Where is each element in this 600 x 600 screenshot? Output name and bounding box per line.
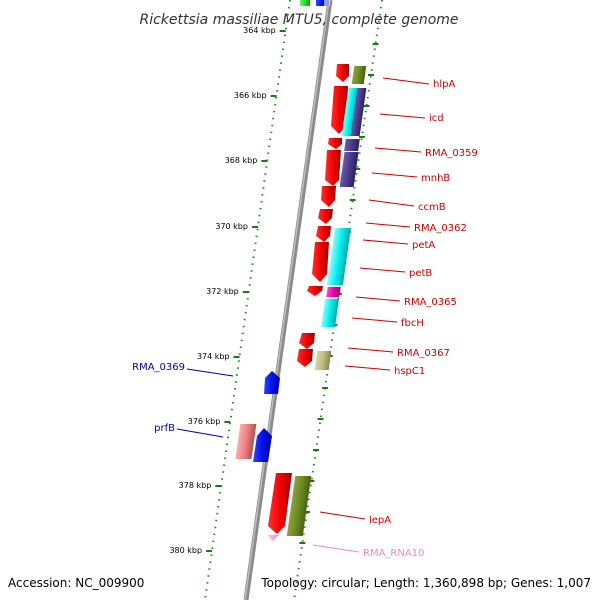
gene-label: petA [412,240,435,251]
genome-backbone [243,0,333,600]
gene-label: hlpA [433,79,455,90]
gene-label: mnhB [421,173,450,184]
gene-bar-petA-petB-cyan [326,228,351,285]
label-leader-line [344,365,391,371]
tick-label: 380 kbp [169,546,202,555]
gene-label: RMA_RNA10 [363,548,424,559]
gene-label: icd [429,113,444,124]
tick-label: 364 kbp [243,26,276,35]
gene-label: RMA_0369 [132,362,185,373]
gene-bar-icd-cyan [341,88,360,136]
tick-label: 376 kbp [188,417,221,426]
gene-arrow-RMA0362-red [318,209,333,224]
gene-arrow-RMA0359-red [328,138,342,149]
gene-bar-prfB-salmon [235,424,257,459]
gene-label: fbcH [401,318,424,329]
gene-label: hspC1 [394,366,425,377]
top-blue-feature [316,0,329,6]
gene-arrow-mnhB-red [325,150,341,186]
dotted-tracks [204,0,383,600]
tick-label: 372 kbp [206,287,239,296]
gene-bar-lepA-olive [286,476,312,536]
gene-bar-hspC1-khaki [314,351,332,370]
gene-label: RMA_0367 [397,348,450,359]
top-green-feature [300,0,310,6]
gene-arrow-lepA-red [268,473,292,534]
gene-arrow-RMA0369-blue [264,371,280,394]
label-leader-line [355,296,401,302]
label-leader-line [359,267,406,273]
label-leader-line [186,368,234,377]
tick-label: 378 kbp [179,481,212,490]
top-white-gap [324,0,330,6]
gene-label: petB [409,268,432,279]
label-leader-line [176,428,224,438]
gene-arrow-RMA0365-red [307,286,323,296]
tick-label: 366 kbp [234,91,267,100]
outer-dotted-track [293,0,383,600]
label-leader-line [312,544,360,553]
top-clipped-features [300,0,330,6]
gene-arrow-RMA0367-red [299,333,315,349]
topology-text: Topology: circular; Length: 1,360,898 bp… [260,576,591,590]
genome-backbone-highlight [244,0,330,600]
gene-label: RMA_0362 [414,223,467,234]
tick-label: 374 kbp [197,352,230,361]
gene-bar-fbcH-cyan [321,299,339,327]
label-leader-line [371,172,418,178]
gene-arrow-hspC1-red [297,349,313,367]
gene-arrow-petB-red [312,242,329,282]
label-leader-line [382,77,430,85]
gene-label: prfB [154,423,175,434]
gene-bar-mnhB-navy [339,152,359,187]
label-leader-line [351,317,398,323]
label-leader-line [365,222,411,228]
tick-label: 370 kbp [215,222,248,231]
label-leader-line [379,113,426,119]
gene-features [235,64,367,541]
gene-arrow-ccmB-red [321,186,336,207]
label-leader-line [319,511,366,520]
accession-text: Accession: NC_009900 [8,576,144,590]
gene-bar-hlpA-olive [351,66,367,84]
genome-title: Rickettsia massiliae MTU5, complete geno… [139,12,458,28]
label-leader-line [368,199,415,207]
gene-arrow-petA-red [316,226,331,242]
gene-bar-RMA0359-navy [344,139,360,151]
label-leader-line [347,347,394,353]
gene-label: RMA_0365 [404,297,457,308]
gene-bar-RMA0365-magenta [326,287,341,297]
label-leader-line [374,147,422,153]
rna-arrow-RMA-RNA10-pink [267,535,279,541]
gene-arrow-prfB-blue [253,428,272,462]
label-leader-line [362,239,409,245]
gene-label: RMA_0359 [425,148,478,159]
gene-labels: hlpA icd RMA_0359 mnhB ccmB RMA_0362 petA petB R… [132,77,478,559]
gene-label: ccmB [418,202,446,213]
gene-bar-icd-navy [350,88,367,136]
inner-dotted-track [204,0,291,600]
gene-label: lepA [369,515,391,526]
gene-arrow-hlpA-red [336,64,349,82]
tick-label: 368 kbp [225,156,258,165]
